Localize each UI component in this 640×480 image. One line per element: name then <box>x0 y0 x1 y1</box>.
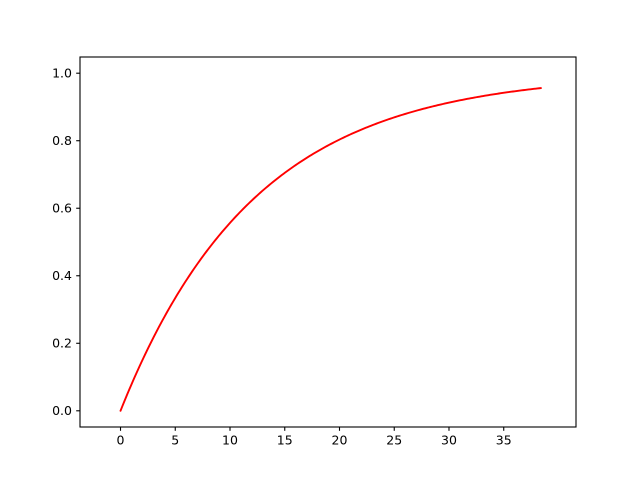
x-tick-label: 20 <box>332 433 348 448</box>
data-line-saturation-curve <box>119 87 542 412</box>
y-tick-label: 0.2 <box>52 336 72 351</box>
y-tick-label: 0.6 <box>52 201 72 216</box>
x-tick-label: 15 <box>277 433 293 448</box>
x-tick-label: 0 <box>117 433 125 448</box>
y-axis-ticks: 0.0 0.2 0.4 0.6 0.8 1.0 <box>52 66 80 418</box>
y-tick-label: 1.0 <box>52 66 72 81</box>
data-series-group <box>119 87 542 412</box>
x-tick-label: 5 <box>171 433 179 448</box>
x-axis-ticks: 0 5 10 15 20 25 30 35 <box>117 427 512 448</box>
axes-frame <box>79 56 577 428</box>
x-tick-label: 10 <box>222 433 238 448</box>
x-tick-label: 30 <box>441 433 457 448</box>
axes-spines <box>79 56 577 428</box>
y-tick-label: 0.8 <box>52 133 72 148</box>
x-tick-label: 35 <box>496 433 512 448</box>
y-tick-label: 0.0 <box>52 403 72 418</box>
y-tick-label: 0.4 <box>52 268 72 283</box>
x-tick-label: 25 <box>386 433 402 448</box>
